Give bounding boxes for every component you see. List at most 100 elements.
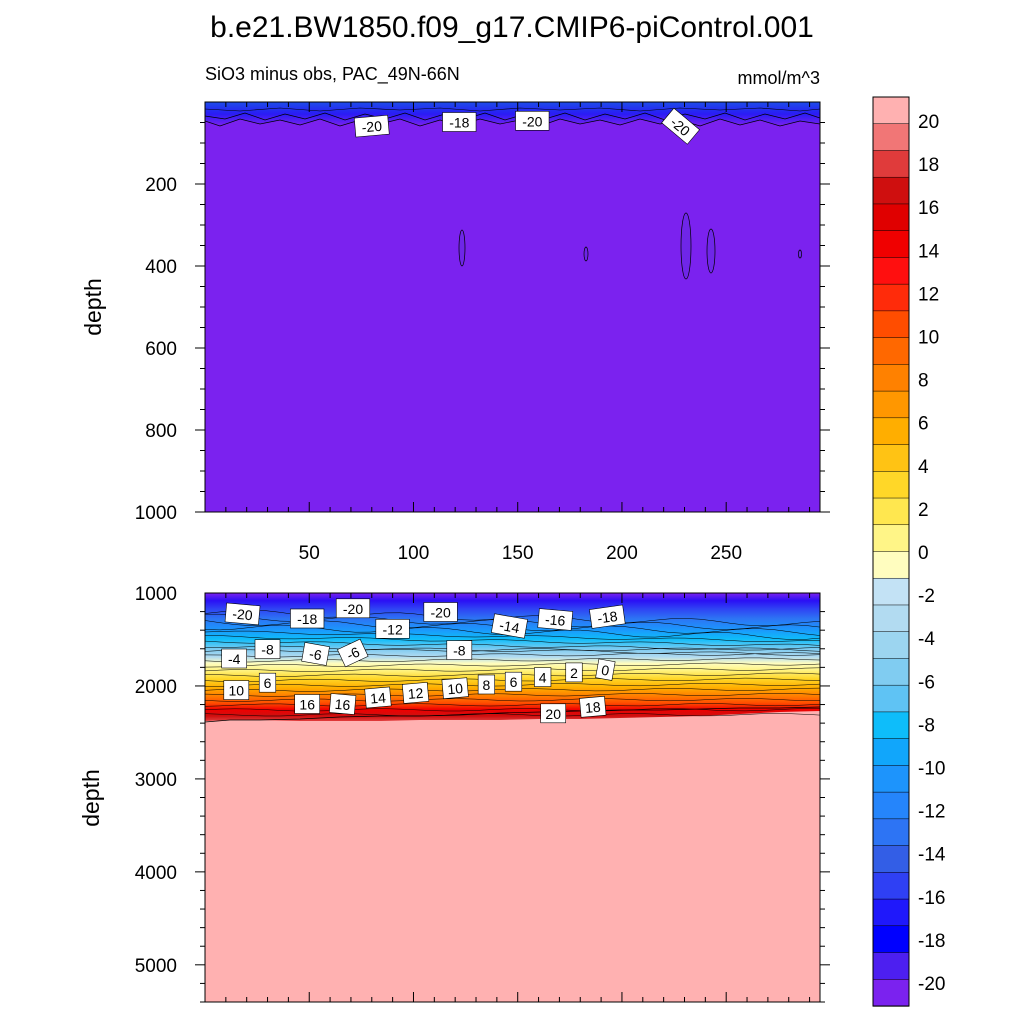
- upper-y-axis-label: depth: [80, 278, 106, 336]
- lower-contour-label-text: 8: [483, 677, 491, 693]
- colorbar-box: [872, 96, 910, 125]
- lower-contour-label-text: 2: [570, 665, 578, 681]
- colorbar-label: -12: [918, 802, 945, 823]
- upper-surface-contour: [205, 118, 820, 127]
- colorbar-box: [872, 872, 910, 900]
- upper-y-tick-label: 800: [145, 421, 177, 442]
- colorbar-box: [872, 711, 910, 740]
- colorbar-box: [872, 551, 910, 579]
- upper-y-tick-label: 600: [145, 339, 177, 360]
- lower-contour-label-box: [534, 667, 552, 687]
- upper-y-tick-label: 200: [145, 175, 177, 196]
- lower-contour-label-text: -8: [261, 642, 274, 658]
- colorbar-label: 10: [918, 328, 939, 349]
- upper-surface-contour: [205, 107, 820, 112]
- lower-contour-label: 6: [258, 672, 277, 693]
- lower-contour-label: -4: [221, 648, 247, 669]
- lower-contour-label-text: -12: [382, 621, 402, 637]
- lower-contour-label-box: [423, 602, 458, 622]
- colorbar-labels: 20181614121086420-2-4-6-8-10-12-14-16-18…: [918, 112, 946, 995]
- lower-contour-label-text: -18: [596, 608, 618, 627]
- upper-contour-label: -20: [353, 114, 390, 138]
- colorbar-box: [872, 176, 910, 205]
- upper-fill: [205, 102, 820, 512]
- lower-isoline: [205, 640, 820, 652]
- lower-contour-label-text: -8: [453, 643, 466, 659]
- upper-contour-label: -20: [515, 111, 550, 131]
- lower-y-tick-label: 5000: [135, 956, 177, 977]
- lower-contour-label-box: [504, 671, 523, 692]
- upper-blob-contour: [706, 228, 716, 274]
- lower-contour-label: 16: [329, 693, 357, 715]
- upper-contour-label-text: -18: [449, 115, 469, 131]
- colorbar-box: [872, 471, 910, 499]
- lower-contour-label-text: 6: [510, 674, 518, 690]
- lower-contour-label-text: 12: [407, 685, 424, 702]
- lower-contour-label: 18: [579, 695, 607, 718]
- lower-contour-label-box: [537, 608, 574, 631]
- colorbar-label: -10: [918, 759, 945, 780]
- colorbar-box: [872, 444, 910, 472]
- colorbar-label: 6: [918, 414, 929, 435]
- upper-x-tick-label: 100: [398, 543, 430, 564]
- colorbar-box: [872, 898, 910, 927]
- lower-contour-label: 4: [534, 667, 552, 687]
- lower-contour-label-box: [579, 695, 607, 718]
- lower-contour-label-box: [258, 672, 277, 693]
- upper-contour-label-text: -20: [361, 118, 383, 136]
- subtitle-right: mmol/m^3: [738, 68, 820, 88]
- lower-contour-label-box: [335, 598, 371, 619]
- colorbar-box: [872, 150, 910, 178]
- colorbar-box: [872, 979, 910, 1007]
- lower-contour-label-box: [294, 694, 321, 714]
- upper-y-tick-label: 400: [145, 257, 177, 278]
- lower-contour-label-box: [589, 604, 626, 629]
- lower-contour-label: -6: [337, 638, 369, 668]
- lower-contour-label-box: [364, 686, 392, 709]
- lower-isoline: [205, 662, 820, 668]
- lower-contour-labels: -20 -18 -20 -12 -20 -14 -16 -18 -4 -8 -6 -6 -8 10 6 16 1…: [221, 598, 626, 724]
- upper-contour-label-box: [353, 114, 390, 138]
- lower-contour-label-text: 10: [229, 683, 245, 699]
- lower-contour-label-box: [290, 608, 325, 629]
- lower-contour-label-box: [477, 674, 495, 695]
- colorbar-box: [872, 818, 910, 847]
- colorbar-box: [872, 497, 910, 526]
- colorbar-box: [872, 765, 910, 793]
- lower-contour-label: 12: [401, 682, 430, 704]
- colorbar-box: [872, 203, 910, 232]
- lower-contour-label-box: [375, 618, 410, 639]
- colorbar-label: 0: [918, 543, 929, 564]
- lower-contour-label: 20: [540, 703, 567, 724]
- lower-contour-label: 10: [441, 677, 469, 700]
- lower-gradient-band: [205, 593, 820, 721]
- lower-contour-label: 8: [477, 674, 495, 695]
- lower-contour-label-text: -16: [544, 611, 566, 629]
- lower-contour-label: -8: [254, 639, 281, 660]
- lower-y-ticks: 1000 2000 3000 4000 5000: [135, 584, 830, 1003]
- colorbar-box: [872, 123, 910, 152]
- colorbar-box: [872, 417, 910, 446]
- colorbar-label: 14: [918, 241, 940, 262]
- lower-contour-label: 16: [294, 694, 321, 714]
- upper-blob-contour: [583, 246, 589, 262]
- colorbar-label: 18: [918, 155, 939, 176]
- lower-contour-label: 2: [565, 662, 583, 683]
- lower-contour-label-text: 4: [539, 670, 547, 686]
- lower-y-axis-label: depth: [78, 769, 104, 827]
- upper-panel: 50 100 150 200 250 200 400 600 800 1000 -20 -18 -2…: [80, 101, 830, 564]
- upper-blob-contour: [680, 212, 692, 280]
- colorbar-box: [872, 952, 910, 980]
- colorbar-box: [872, 658, 910, 686]
- lower-y-tick-label: 2000: [135, 677, 177, 698]
- upper-y-tick-label: 1000: [135, 503, 177, 524]
- lower-contour-label: -20: [423, 602, 458, 622]
- colorbar-box: [872, 791, 910, 820]
- lower-contour-label-box: [254, 639, 281, 660]
- colorbar-label: -6: [918, 672, 935, 693]
- lower-contour-label: 14: [364, 686, 392, 709]
- lower-isoline: [205, 635, 820, 646]
- lower-contour-label-box: [223, 680, 250, 700]
